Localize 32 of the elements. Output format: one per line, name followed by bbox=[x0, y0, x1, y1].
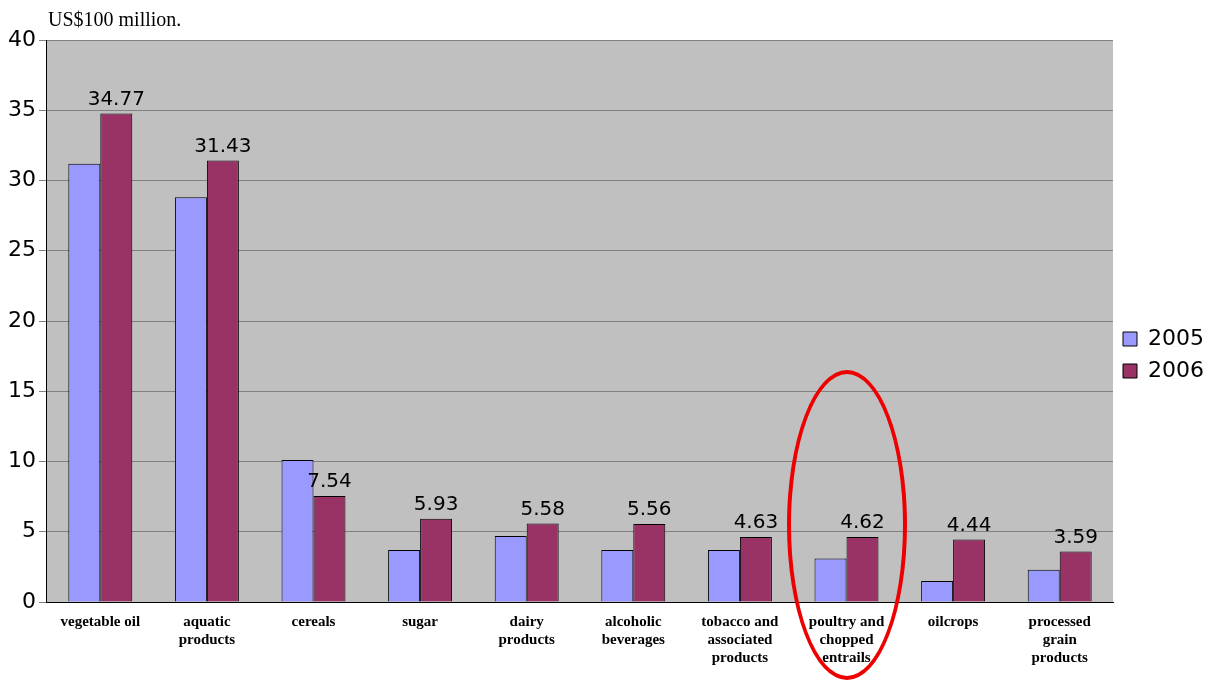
x-tick-label: dairy products bbox=[498, 612, 556, 647]
data-label: 3.59 bbox=[1053, 523, 1098, 548]
y-tick-label: 25 bbox=[7, 236, 36, 262]
x-tick-label: poultry and chopped entrails bbox=[808, 612, 885, 665]
y-tick-label: 35 bbox=[7, 95, 36, 121]
y-axis-title: US$100 million. bbox=[48, 8, 182, 31]
data-label: 5.56 bbox=[627, 496, 672, 521]
x-tick-label: oilcrops bbox=[927, 612, 979, 629]
data-label: 5.58 bbox=[520, 495, 565, 520]
data-label: 4.44 bbox=[946, 511, 992, 536]
x-tick-label: processed grain products bbox=[1028, 612, 1092, 665]
y-tick-label: 15 bbox=[7, 376, 36, 402]
x-tick-label: aquatic products bbox=[178, 612, 236, 647]
data-label: 34.77 bbox=[87, 85, 145, 110]
y-tick-label: 40 bbox=[7, 25, 36, 51]
legend-label: 2006 bbox=[1148, 356, 1205, 382]
legend-label: 2005 bbox=[1148, 324, 1205, 350]
x-tick-label: cereals bbox=[291, 612, 336, 629]
data-label: 7.54 bbox=[307, 468, 352, 493]
x-tick-label: sugar bbox=[402, 612, 439, 629]
data-label: 4.62 bbox=[840, 509, 885, 534]
data-label: 5.93 bbox=[413, 490, 459, 515]
y-tick-label: 10 bbox=[7, 447, 36, 473]
data-label: 4.63 bbox=[733, 509, 779, 534]
y-tick-label: 20 bbox=[7, 306, 36, 332]
data-label: 31.43 bbox=[194, 132, 252, 157]
y-tick-label: 30 bbox=[7, 166, 36, 192]
y-tick-label: 5 bbox=[21, 517, 36, 543]
y-tick-label: 0 bbox=[21, 587, 36, 613]
x-tick-label: alcoholic beverages bbox=[601, 612, 666, 647]
x-tick-label: vegetable oil bbox=[60, 612, 141, 629]
x-tick-label: tobacco and associated products bbox=[701, 612, 780, 665]
